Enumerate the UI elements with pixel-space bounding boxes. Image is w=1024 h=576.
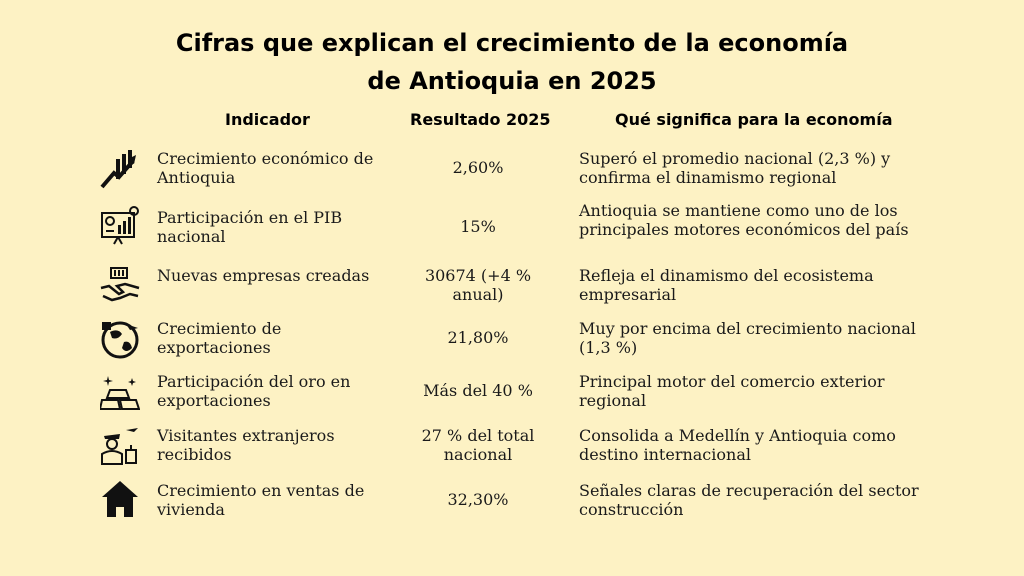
meaning-text: Señales claras de recuperación del secto…	[579, 481, 919, 519]
header-indicator: Indicador	[225, 110, 310, 129]
indicator-text: Visitantes extranjeros recibidos	[157, 426, 335, 464]
header-meaning: Qué significa para la economía	[615, 110, 893, 129]
presentation-chart-icon	[100, 205, 140, 245]
title-line-2: de Antioquia en 2025	[367, 67, 657, 95]
house-icon	[100, 479, 140, 519]
meaning-text: Muy por encima del crecimiento nacional …	[579, 319, 916, 357]
traveler-icon	[100, 426, 140, 466]
gold-bars-icon	[100, 372, 140, 412]
result-value: 30674 (+4 % anual)	[424, 266, 532, 304]
result-value: 27 % del total nacional	[421, 426, 535, 464]
indicator-text: Nuevas empresas creadas	[157, 266, 370, 285]
growth-chart-icon	[100, 149, 140, 189]
meaning-text: Refleja el dinamismo del ecosistema empr…	[579, 266, 874, 304]
meaning-text: Antioquia se mantiene como uno de los pr…	[579, 201, 909, 239]
result-value: 2,60%	[452, 158, 504, 177]
handshake-icon	[100, 266, 140, 306]
indicator-text: Participación del oro en exportaciones	[157, 372, 351, 410]
result-value: 15%	[460, 217, 496, 236]
result-value: 32,30%	[447, 490, 509, 509]
result-value: 21,80%	[447, 328, 509, 347]
global-export-icon	[100, 320, 140, 360]
header-result: Resultado 2025	[410, 110, 551, 129]
result-value: Más del 40 %	[423, 381, 533, 400]
indicator-text: Crecimiento en ventas de vivienda	[157, 481, 365, 519]
indicator-text: Crecimiento de exportaciones	[157, 319, 282, 357]
indicator-text: Participación en el PIB nacional	[157, 208, 343, 246]
meaning-text: Principal motor del comercio exterior re…	[579, 372, 885, 410]
page-title: Cifras que explican el crecimiento de la…	[0, 24, 1024, 100]
meaning-text: Consolida a Medellín y Antioquia como de…	[579, 426, 896, 464]
meaning-text: Superó el promedio nacional (2,3 %) y co…	[579, 149, 891, 187]
indicator-text: Crecimiento económico de Antioquia	[157, 149, 374, 187]
title-line-1: Cifras que explican el crecimiento de la…	[175, 29, 849, 57]
